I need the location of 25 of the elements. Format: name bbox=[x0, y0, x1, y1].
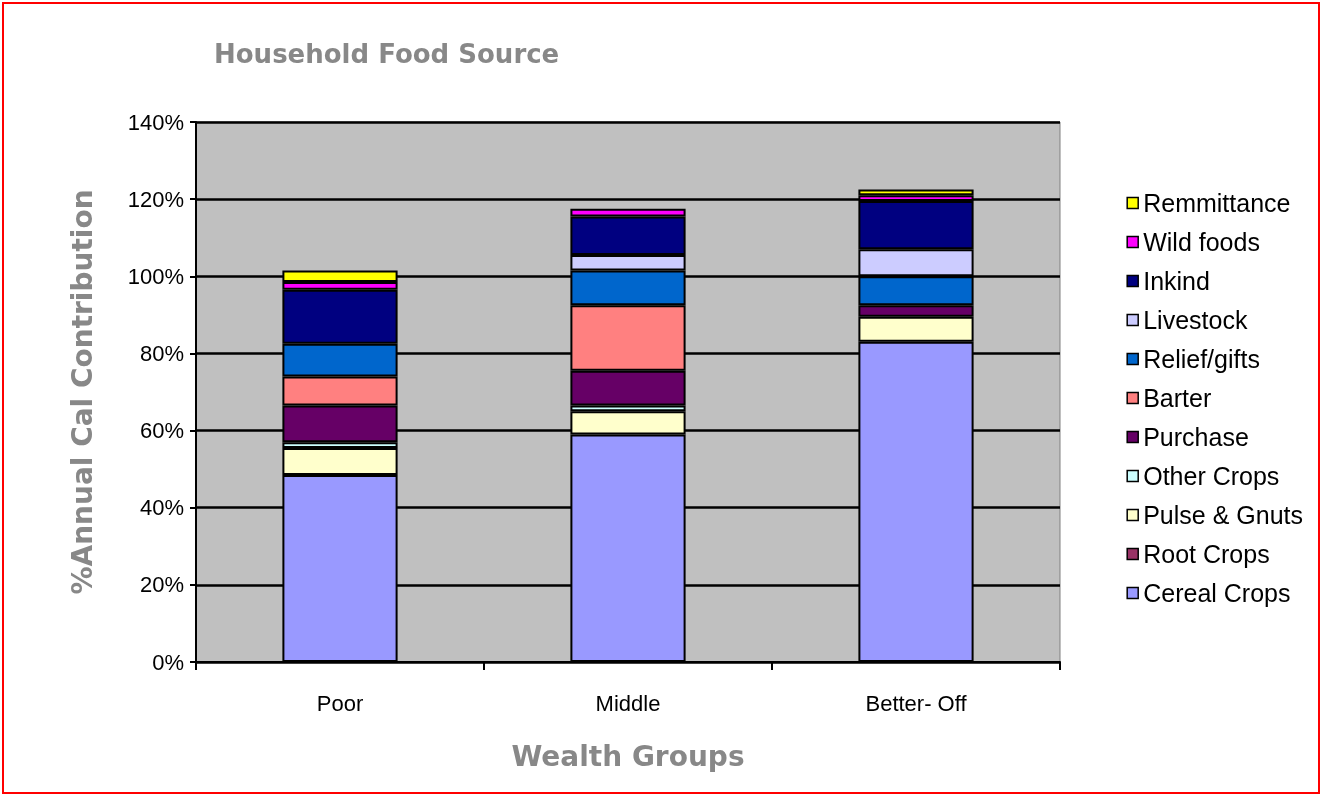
legend-label: Wild foods bbox=[1143, 228, 1260, 256]
legend-label: Livestock bbox=[1143, 306, 1248, 334]
y-tick-label: 140% bbox=[127, 109, 184, 135]
legend-label: Relief/gifts bbox=[1143, 345, 1260, 373]
x-tick-label: Poor bbox=[316, 690, 364, 716]
legend-label: Other Crops bbox=[1143, 462, 1280, 490]
x-axis-title: Wealth Groups bbox=[511, 739, 745, 773]
legend-label: Pulse & Gnuts bbox=[1143, 501, 1304, 529]
y-tick-label: 80% bbox=[139, 340, 184, 366]
legend-label: Inkind bbox=[1143, 267, 1210, 295]
legend-label: Cereal Crops bbox=[1143, 579, 1291, 607]
y-tick-label: 120% bbox=[127, 186, 184, 212]
chart-title: Household Food Source bbox=[214, 39, 560, 69]
x-tick-label: Better- Off bbox=[865, 690, 968, 716]
y-tick-label: 40% bbox=[139, 495, 184, 521]
x-tick-label: Middle bbox=[595, 690, 661, 716]
y-tick-label: 20% bbox=[139, 572, 184, 598]
y-tick-label: 60% bbox=[139, 418, 184, 444]
legend-label: Root Crops bbox=[1143, 540, 1270, 568]
y-axis-title: %Annual Cal Contribution bbox=[65, 189, 99, 595]
legend-label: Barter bbox=[1143, 384, 1212, 412]
legend-label: Remmittance bbox=[1143, 189, 1291, 217]
y-tick-label: 100% bbox=[127, 263, 184, 289]
legend-label: Purchase bbox=[1143, 423, 1249, 451]
y-tick-label: 0% bbox=[152, 649, 184, 675]
